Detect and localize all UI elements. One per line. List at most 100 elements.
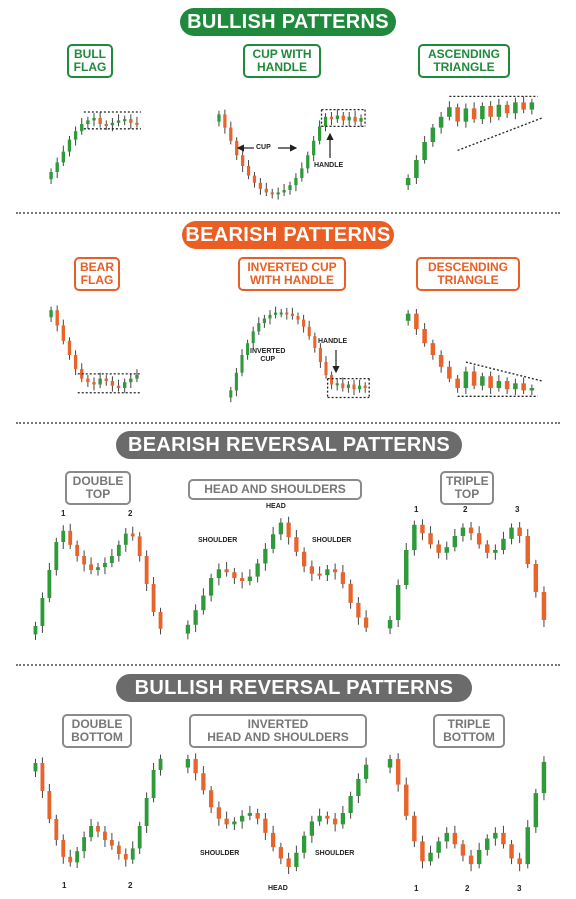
candle-body bbox=[49, 310, 53, 318]
candle-body bbox=[276, 192, 280, 195]
candle-body bbox=[294, 537, 299, 552]
candle-body bbox=[278, 522, 284, 535]
candle-body bbox=[471, 108, 477, 120]
candle-body bbox=[268, 314, 272, 319]
candle-body bbox=[430, 127, 436, 142]
candle-body bbox=[309, 566, 315, 574]
candle-body bbox=[420, 841, 425, 862]
candle-body bbox=[480, 106, 485, 120]
candle-body bbox=[223, 114, 227, 128]
candle-body bbox=[68, 856, 73, 863]
candle-body bbox=[40, 598, 45, 626]
candle-body bbox=[86, 120, 90, 124]
candle-body bbox=[129, 378, 133, 383]
annotation-head-bottom: HEAD bbox=[268, 885, 288, 892]
candle-body bbox=[501, 832, 506, 845]
pattern-label-triple-bottom: TRIPLE BOTTOM bbox=[433, 714, 505, 748]
section-title-bullish-reversal: BULLISH REVERSAL PATTERNS bbox=[116, 674, 472, 702]
candle-body bbox=[255, 813, 260, 819]
candle-body bbox=[290, 313, 294, 317]
candle-body bbox=[517, 858, 522, 865]
candle-body bbox=[144, 556, 149, 584]
candle-body bbox=[208, 790, 214, 808]
candle-body bbox=[455, 107, 460, 122]
candle-body bbox=[317, 815, 322, 822]
candle-body bbox=[307, 326, 311, 337]
candle-body bbox=[521, 383, 526, 391]
candle-body bbox=[294, 178, 298, 186]
marker-triple-bottom-1: 1 bbox=[414, 884, 419, 893]
candle-body bbox=[240, 355, 244, 373]
candle-body bbox=[395, 585, 401, 620]
candle-body bbox=[325, 815, 330, 819]
candle-body bbox=[438, 116, 444, 128]
candle-body bbox=[67, 139, 72, 152]
pattern-label-double-top: DOUBLE TOP bbox=[65, 471, 131, 505]
candle-body bbox=[274, 312, 278, 315]
candle-body bbox=[529, 388, 535, 391]
candle-body bbox=[352, 384, 356, 390]
candle-body bbox=[438, 355, 444, 367]
candle-body bbox=[116, 120, 121, 123]
section-title-bearish: BEARISH PATTERNS bbox=[182, 221, 394, 249]
candle-body bbox=[296, 316, 300, 320]
candle-body bbox=[262, 318, 266, 324]
candle-body bbox=[151, 584, 156, 612]
candle-body bbox=[485, 544, 490, 553]
candle-body bbox=[185, 759, 191, 768]
candle-body bbox=[312, 140, 316, 156]
candle-body bbox=[317, 126, 322, 141]
candle-body bbox=[306, 155, 310, 169]
candle-body bbox=[504, 380, 510, 390]
candle-body bbox=[67, 340, 72, 355]
candle-body bbox=[309, 821, 315, 836]
candle-body bbox=[201, 595, 206, 611]
candle-body bbox=[151, 770, 156, 798]
candle-body bbox=[341, 383, 345, 389]
candle-body bbox=[358, 385, 362, 390]
candle-body bbox=[452, 832, 458, 845]
candle-body bbox=[414, 313, 419, 330]
candle-body bbox=[525, 827, 530, 865]
candle-body bbox=[471, 371, 477, 386]
candle-body bbox=[363, 385, 367, 389]
candle-body bbox=[55, 162, 59, 172]
candle-body bbox=[436, 841, 441, 853]
candle-body bbox=[422, 142, 427, 160]
candle-body bbox=[387, 620, 393, 629]
annotation-handle-inverted: HANDLE bbox=[318, 338, 348, 345]
candle-body bbox=[96, 567, 100, 570]
candle-body bbox=[123, 854, 128, 860]
candle-body bbox=[61, 840, 66, 857]
candle-body bbox=[504, 104, 510, 114]
candle-body bbox=[73, 131, 78, 140]
candle-body bbox=[278, 847, 284, 859]
candle-body bbox=[98, 118, 102, 124]
candle-body bbox=[229, 390, 233, 398]
candle-body bbox=[444, 547, 449, 553]
candle-body bbox=[110, 122, 115, 126]
candle-body bbox=[412, 815, 417, 842]
candle-body bbox=[447, 366, 452, 379]
candle-body bbox=[135, 122, 139, 125]
candle-body bbox=[468, 527, 474, 534]
pattern-label-ascending-triangle: ASCENDING TRIANGLE bbox=[418, 44, 510, 78]
candle-body bbox=[33, 763, 38, 772]
falling-resistance-line bbox=[465, 361, 543, 382]
candle-body bbox=[444, 832, 449, 842]
candle-body bbox=[193, 610, 198, 625]
candle-body bbox=[541, 592, 547, 620]
candle-body bbox=[428, 533, 433, 545]
candle-body bbox=[493, 832, 498, 839]
candle-body bbox=[61, 151, 66, 163]
candle-body bbox=[89, 564, 93, 570]
candle-body bbox=[335, 383, 339, 386]
candle-body bbox=[301, 835, 307, 853]
pattern-label-double-bottom: DOUBLE BOTTOM bbox=[62, 714, 132, 748]
candle-body bbox=[33, 626, 38, 635]
marker-double-bottom-1: 1 bbox=[62, 881, 67, 890]
candle-body bbox=[255, 563, 260, 577]
candle-body bbox=[137, 536, 142, 556]
candle-body bbox=[501, 538, 506, 550]
candle-body bbox=[404, 550, 409, 585]
